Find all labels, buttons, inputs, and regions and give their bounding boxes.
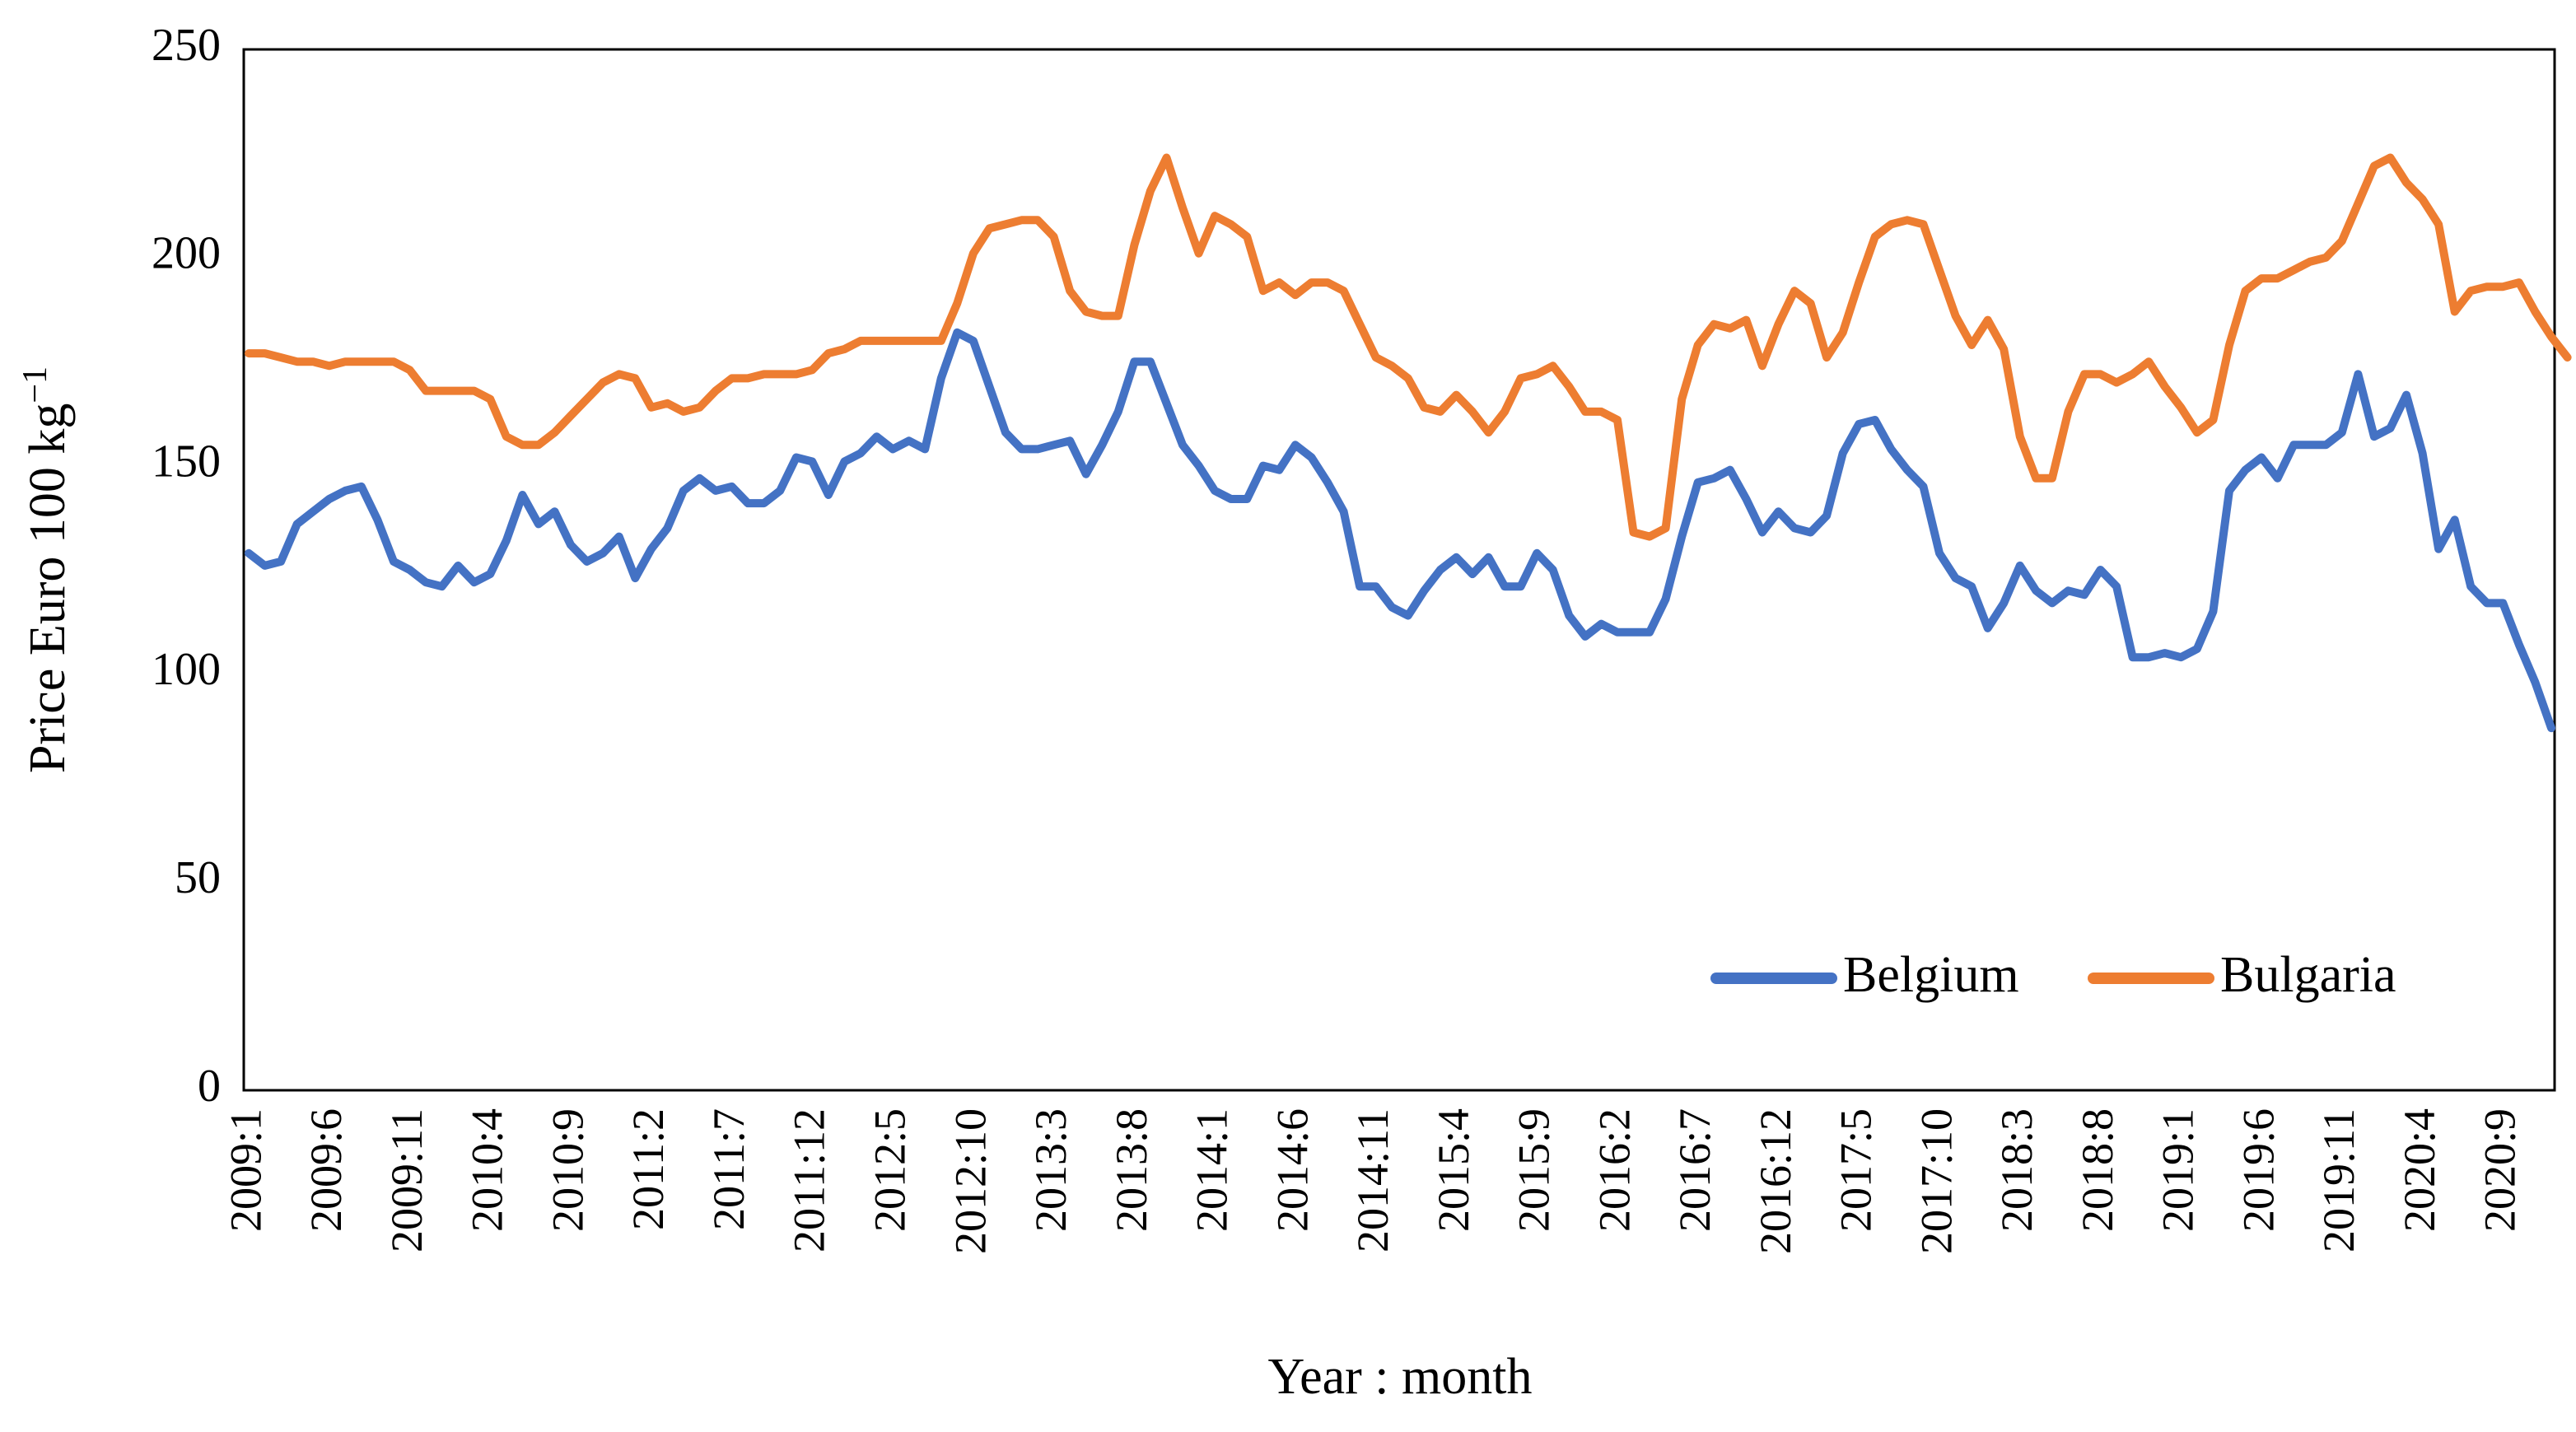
x-tick-label: 2016:7 bbox=[1670, 1108, 1720, 1232]
x-tick-label: 2011:7 bbox=[704, 1108, 754, 1230]
y-tick-label: 100 bbox=[152, 644, 221, 695]
x-tick-label: 2017:5 bbox=[1832, 1108, 1881, 1232]
x-tick-label: 2010:9 bbox=[543, 1108, 592, 1232]
series-line-belgium bbox=[245, 328, 2555, 733]
x-tick-label: 2015:4 bbox=[1429, 1108, 1478, 1232]
x-tick-label: 2013:8 bbox=[1107, 1108, 1156, 1232]
x-tick-label: 2019:6 bbox=[2233, 1108, 2283, 1232]
x-tick-label: 2012:5 bbox=[865, 1108, 914, 1232]
y-tick-label: 250 bbox=[152, 20, 221, 71]
x-tick-label: 2010:4 bbox=[463, 1108, 512, 1232]
y-tick-label: 200 bbox=[152, 228, 221, 279]
x-tick-label: 2011:12 bbox=[785, 1108, 834, 1252]
x-tick-label: 2009:11 bbox=[382, 1108, 432, 1252]
x-tick-label: 2017:10 bbox=[1911, 1108, 1961, 1254]
plot-area-frame bbox=[242, 48, 2556, 1092]
x-tick-label: 2013:3 bbox=[1026, 1108, 1076, 1232]
x-tick-label: 2020:9 bbox=[2476, 1108, 2525, 1232]
x-tick-label: 2016:2 bbox=[1589, 1108, 1639, 1232]
x-tick-label: 2020:4 bbox=[2395, 1108, 2444, 1232]
x-axis-title: Year : month bbox=[1268, 1349, 1533, 1405]
y-tick-label: 0 bbox=[198, 1061, 221, 1112]
x-tick-label: 2014:1 bbox=[1188, 1108, 1237, 1232]
x-tick-label: 2015:9 bbox=[1510, 1108, 1559, 1232]
series-line-bulgaria bbox=[245, 153, 2572, 541]
x-tick-label: 2019:1 bbox=[2154, 1108, 2203, 1232]
x-tick-label: 2009:6 bbox=[301, 1108, 351, 1232]
y-axis-title-superscript: −1 bbox=[16, 366, 54, 403]
y-tick-label: 50 bbox=[175, 852, 221, 903]
x-tick-label: 2016:12 bbox=[1751, 1108, 1800, 1254]
legend-label-belgium: Belgium bbox=[1843, 947, 2019, 1003]
x-tick-label: 2018:8 bbox=[2073, 1108, 2122, 1232]
x-tick-label: 2018:3 bbox=[1992, 1108, 2042, 1232]
legend: Belgium Bulgaria bbox=[1710, 947, 2396, 1003]
y-axis-title: Price Euro 100 kg−1 bbox=[16, 366, 76, 773]
x-tick-label: 2019:11 bbox=[2314, 1108, 2364, 1252]
y-tick-label: 150 bbox=[152, 436, 221, 487]
y-axis-ticks: 0 50 100 150 200 250 bbox=[152, 20, 221, 1112]
x-tick-label: 2012:10 bbox=[945, 1108, 995, 1254]
x-axis-ticks: 2009:1 2009:6 2009:11 2010:4 2010:9 2011:2 201… bbox=[221, 1108, 2524, 1254]
x-tick-label: 2014:11 bbox=[1348, 1108, 1398, 1252]
x-tick-label: 2011:2 bbox=[623, 1108, 673, 1230]
x-tick-label: 2009:1 bbox=[221, 1108, 270, 1232]
series-lines bbox=[245, 153, 2572, 733]
y-axis-title-text: Price Euro 100 kg bbox=[20, 403, 76, 773]
x-tick-label: 2014:6 bbox=[1267, 1108, 1317, 1232]
legend-label-bulgaria: Bulgaria bbox=[2220, 947, 2396, 1003]
